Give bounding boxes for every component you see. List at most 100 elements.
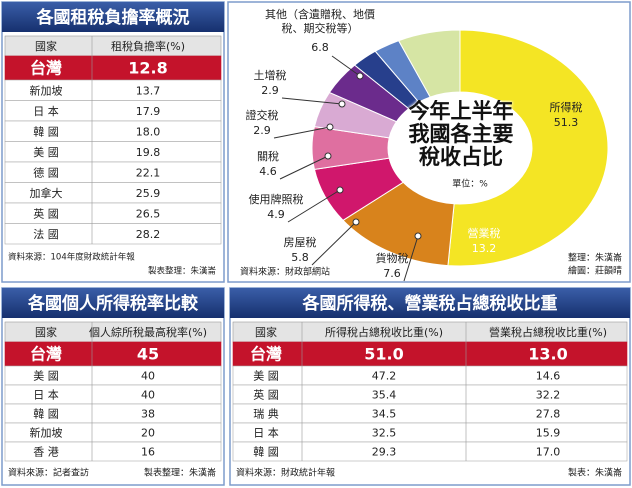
source-note: 資料來源：記者查訪	[8, 467, 89, 479]
slice-value: 4.6	[259, 165, 277, 178]
leader-dot	[324, 152, 332, 160]
table-cell: 美 國	[33, 370, 59, 383]
table-cell: 38	[141, 408, 155, 421]
table-cell: 德 國	[33, 165, 59, 179]
table-cell: 16	[141, 446, 155, 459]
credit-note: 製表整理：朱漢崙	[144, 467, 216, 479]
title-bar	[230, 288, 630, 318]
table-cell: 台灣	[30, 345, 62, 364]
column-header: 租稅負擔率(%)	[111, 39, 185, 53]
leader-line	[287, 189, 341, 223]
table-cell: 香 港	[33, 446, 59, 459]
highlight-row	[4, 341, 222, 367]
table-row	[4, 223, 222, 245]
table-cell: 14.6	[536, 370, 561, 383]
pie-title: 今年上半年我國各主要稅收占比	[408, 100, 514, 169]
source-note: 資料來源：104年度財政統計年報	[8, 252, 135, 263]
panel-title: 各國租稅負擔率概況	[36, 7, 190, 28]
table-cell: 日 本	[33, 388, 59, 402]
table-cell: 台灣	[30, 59, 62, 78]
slice-value: 6.8	[311, 41, 329, 54]
highlight-row	[4, 55, 222, 81]
slice-label: 貨物稅	[376, 251, 409, 265]
table-cell: 台灣	[250, 345, 282, 364]
table-cell: 32.2	[536, 389, 561, 402]
column-header: 所得稅占總稅收比重(%)	[325, 325, 443, 339]
leader-line	[281, 97, 343, 105]
source-note: 資料來源：財政統計年報	[236, 467, 335, 479]
panel-title: 各國個人所得稅率比較	[27, 293, 199, 314]
credit-note: 製表整理：朱漢崙	[148, 266, 217, 277]
leader-line	[403, 235, 419, 282]
table-cell: 加拿大	[30, 186, 63, 200]
table-cell: 日 本	[253, 426, 279, 440]
slice-label: 所得稅	[550, 101, 583, 114]
table-cell: 22.1	[136, 166, 161, 179]
title-bar	[2, 288, 224, 318]
slice-label: 其他（含遺贈稅、地價稅、期交稅等）	[265, 8, 375, 35]
slice-value: 7.6	[383, 267, 401, 280]
slice-label: 土增稅	[254, 68, 287, 82]
slice-label-box: 其他（含遺贈稅、地價稅、期交稅等）	[265, 8, 375, 35]
table-row	[232, 384, 628, 405]
table-cell: 51.0	[364, 345, 403, 364]
table-cell: 韓 國	[33, 408, 59, 421]
credit-note: 製表：朱漢崙	[568, 467, 622, 479]
table-cell: 27.8	[536, 408, 561, 421]
table-row	[232, 365, 628, 386]
slice-label: 使用牌照稅	[249, 192, 304, 206]
table-cell: 12.8	[128, 59, 167, 78]
table-cell: 20	[141, 427, 155, 440]
table-cell: 40	[141, 389, 155, 402]
table-cell: 英 國	[33, 206, 59, 220]
slice-value: 4.9	[267, 208, 285, 221]
column-header: 個人綜所稅最高稅率(%)	[89, 325, 207, 339]
table-cell: 26.5	[136, 207, 161, 220]
leader-line	[331, 55, 361, 77]
panel-title: 各國所得稅、營業稅占總稅收比重	[302, 293, 558, 314]
table-cell: 17.9	[136, 105, 161, 118]
table-cell: 18.0	[136, 125, 161, 138]
table-cell: 40	[141, 370, 155, 383]
leader-dot	[326, 123, 334, 131]
table-cell: 英 國	[253, 388, 279, 402]
table-row	[232, 403, 628, 424]
table-cell: 日 本	[33, 104, 59, 118]
table-cell: 19.8	[136, 146, 161, 159]
leader-line	[311, 221, 357, 266]
pie-title-box: 今年上半年我國各主要稅收占比	[408, 100, 514, 169]
leader-line	[279, 155, 329, 180]
leader-dot	[356, 72, 364, 80]
table-cell: 25.9	[136, 187, 161, 200]
credit-note: 繪圖：莊韻晴	[568, 265, 622, 277]
pie-slice	[397, 29, 461, 98]
table-cell: 美 國	[33, 146, 59, 159]
leader-dot	[338, 100, 346, 108]
slice-label: 關稅	[257, 150, 279, 163]
table-cell: 35.4	[372, 389, 397, 402]
column-header: 國家	[35, 39, 57, 53]
table-cell: 新加坡	[30, 426, 63, 440]
leader-line	[273, 126, 331, 139]
table-cell: 13.7	[136, 84, 161, 97]
table-cell: 28.2	[136, 228, 161, 241]
pie-slice	[447, 29, 609, 267]
source-note: 資料來源：財政部網站	[240, 266, 330, 278]
table-cell: 15.9	[536, 427, 561, 440]
slice-value: 2.9	[261, 84, 279, 97]
table-row	[232, 441, 628, 462]
slice-value: 51.3	[554, 116, 579, 129]
table-cell: 韓 國	[33, 125, 59, 138]
table-cell: 17.0	[536, 446, 561, 459]
table-row	[4, 441, 222, 462]
table-cell: 34.5	[372, 408, 397, 421]
table-cell: 32.5	[372, 427, 397, 440]
leader-dot	[336, 186, 344, 194]
highlight-row	[232, 341, 628, 367]
slice-label: 房屋稅	[284, 236, 317, 249]
slice-value: 13.2	[472, 242, 497, 255]
table-cell: 13.0	[528, 345, 567, 364]
table-cell: 法 國	[33, 227, 59, 241]
table-cell: 瑞 典	[253, 407, 279, 421]
